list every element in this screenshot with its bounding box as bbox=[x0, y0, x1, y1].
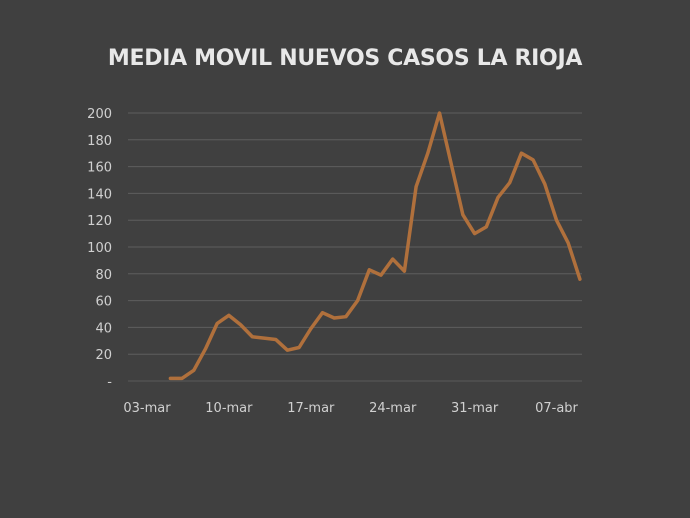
y-tick-label: 100 bbox=[87, 241, 112, 256]
x-tick-label: 03-mar bbox=[123, 401, 171, 416]
x-tick-label: 31-mar bbox=[451, 401, 499, 416]
x-tick-label: 10-mar bbox=[205, 401, 253, 416]
y-tick-label: - bbox=[107, 375, 112, 390]
y-tick-label: 20 bbox=[95, 348, 112, 363]
y-tick-label: 40 bbox=[95, 321, 112, 336]
x-tick-label: 24-mar bbox=[369, 401, 417, 416]
y-tick-label: 80 bbox=[95, 268, 112, 283]
y-tick-label: 180 bbox=[87, 134, 112, 149]
y-tick-label: 60 bbox=[95, 295, 112, 310]
series-line bbox=[168, 111, 582, 381]
y-tick-label: 140 bbox=[87, 187, 112, 202]
x-tick-label: 07-abr bbox=[535, 401, 578, 416]
x-tick-label: 17-mar bbox=[287, 401, 335, 416]
chart-title: MEDIA MOVIL NUEVOS CASOS LA RIOJA bbox=[107, 46, 583, 71]
y-tick-label: 200 bbox=[87, 107, 112, 122]
y-tick-label: 120 bbox=[87, 214, 112, 229]
y-tick-label: 160 bbox=[87, 161, 112, 176]
